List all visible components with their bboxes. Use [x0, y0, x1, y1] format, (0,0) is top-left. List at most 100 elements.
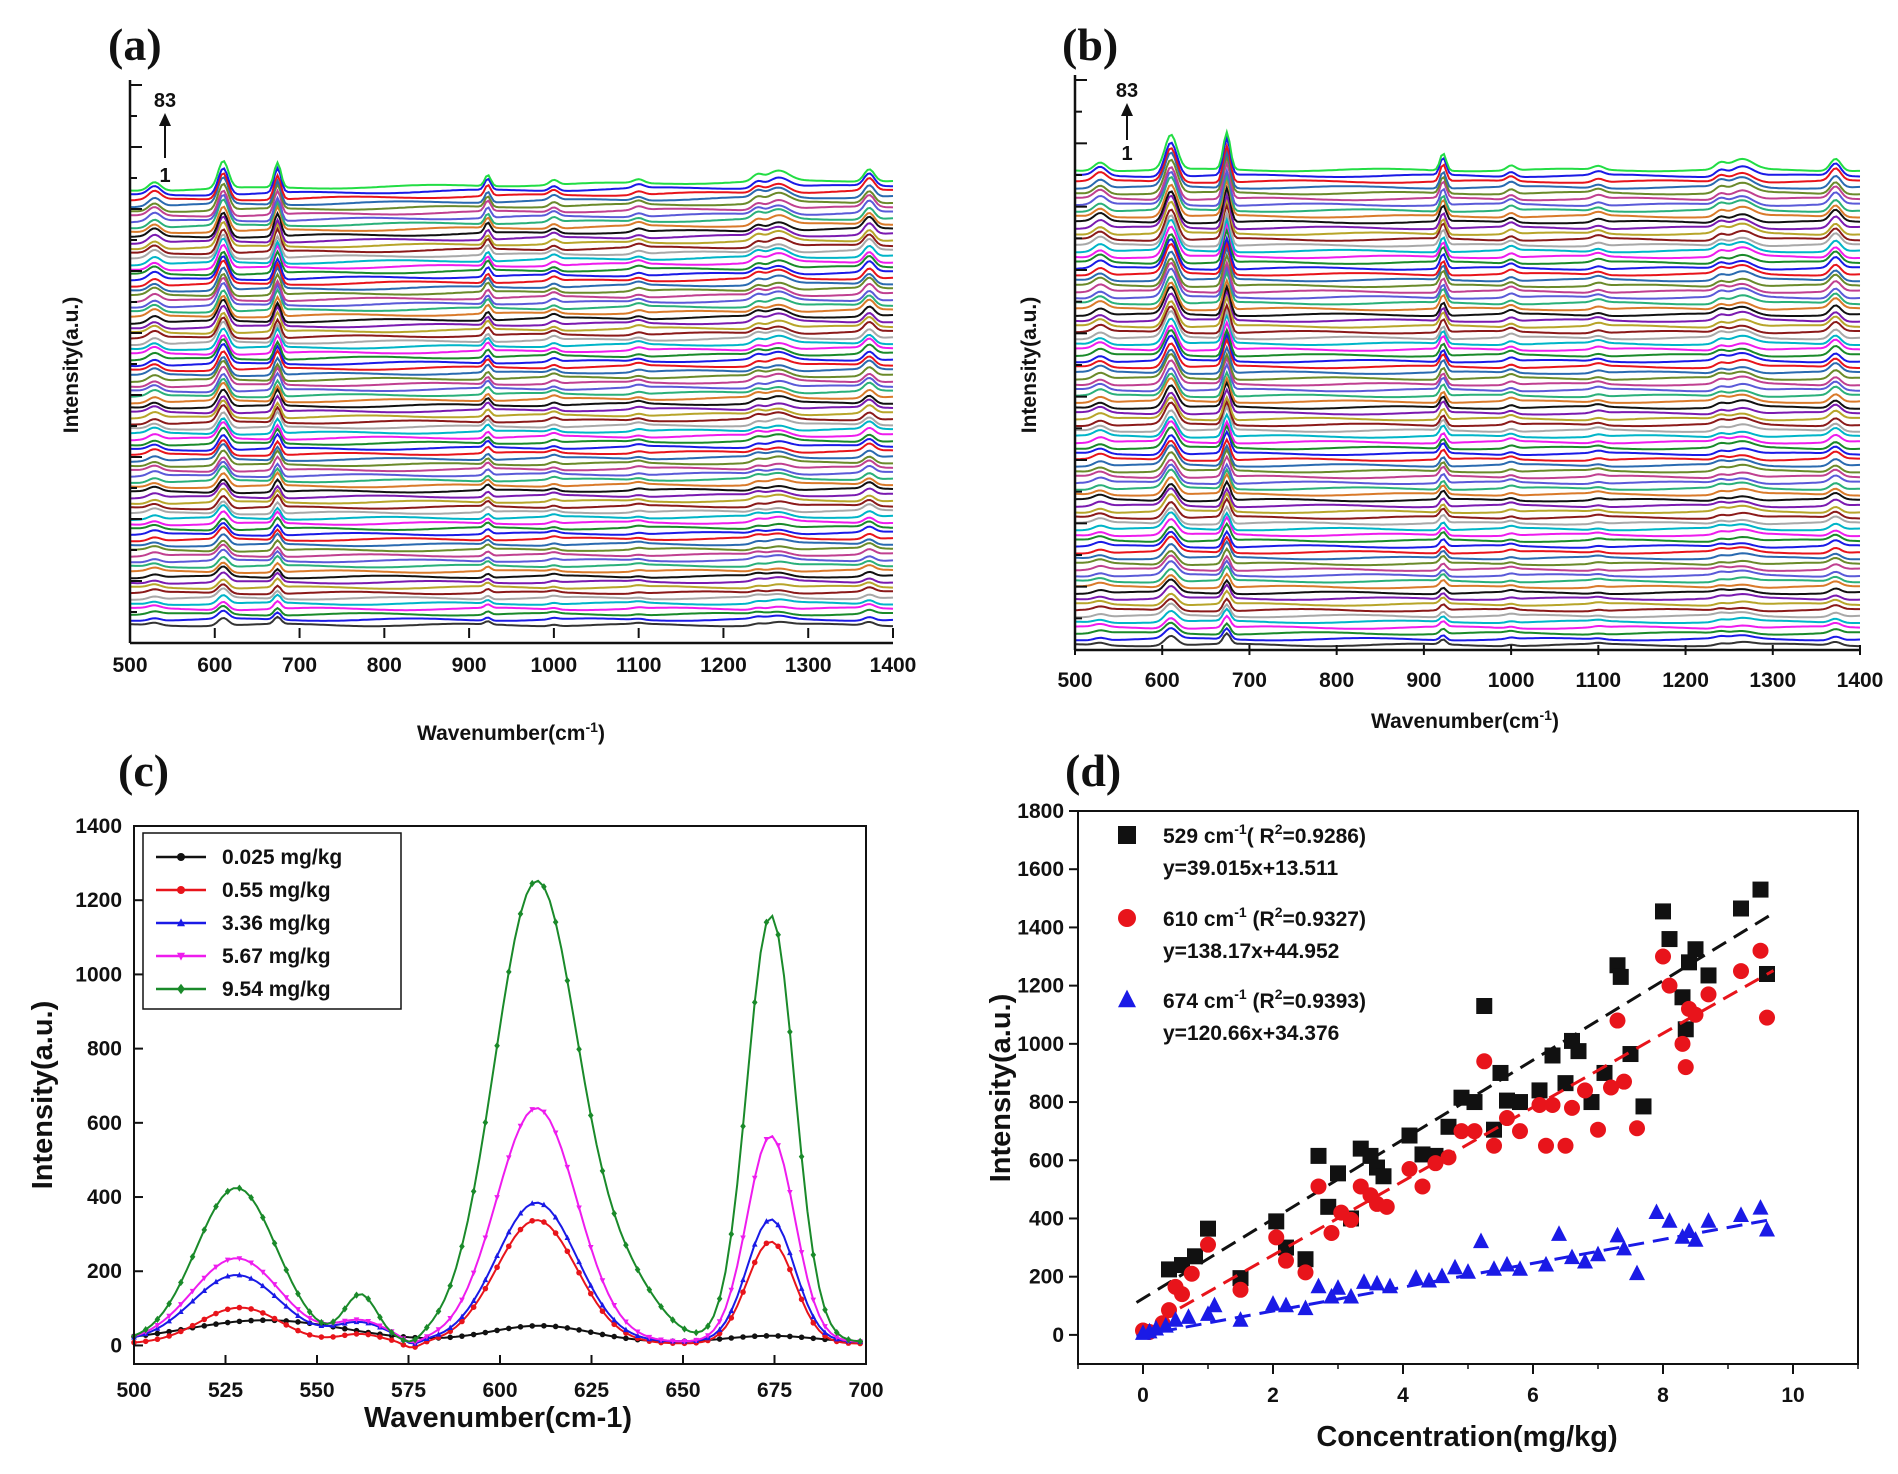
panel-d-legend-sup: -1: [1234, 986, 1247, 1002]
panel-c-series-point: [459, 1318, 465, 1325]
x-tick-label: 10: [1781, 1384, 1804, 1407]
panel-d-data-point: [1551, 1225, 1567, 1241]
panel-c-series-point: [482, 1329, 489, 1336]
panel-c-series-point: [751, 1175, 758, 1182]
panel-b-spectrum-line: [1074, 539, 1860, 561]
panel-b-spectrum-line: [1075, 375, 1861, 404]
panel-d-data-point: [1612, 968, 1629, 985]
panel-b-spectrum-line: [1074, 529, 1861, 549]
panel-d-data-point: [1590, 1121, 1606, 1138]
panel-a-spectrum-line: [130, 504, 894, 521]
panel-a-spectrum-line: [129, 460, 893, 478]
panel-a-spectrum-line: [130, 442, 894, 463]
panel-c-series-point: [740, 1122, 746, 1130]
panel-c-series-point: [822, 1306, 828, 1314]
panel-b-spectrum-line: [1075, 252, 1861, 289]
panel-b-spectrum-line: [1074, 631, 1860, 648]
panel-c-series-point: [751, 1333, 758, 1340]
panel-c-series-point: [681, 1338, 688, 1345]
x-tick-label: 800: [1319, 669, 1354, 692]
panel-d-data-point: [1687, 1231, 1704, 1247]
panel-c-series-point: [365, 1318, 372, 1325]
panel-b-spectrum-line: [1074, 412, 1861, 439]
panel-c-series-point: [295, 1290, 301, 1298]
panel-a-xlabel-sup: -1: [585, 719, 598, 735]
panel-c-series-point: [201, 1226, 208, 1234]
panel-c-series-point: [166, 1328, 172, 1335]
panel-c-series-point: [306, 1332, 313, 1338]
panel-d-data-point: [1531, 1082, 1548, 1099]
x-tick-label: 6: [1527, 1384, 1539, 1407]
panel-a-spectrum-line: [129, 432, 893, 452]
panel-c-series-point: [822, 1329, 828, 1335]
y-tick-label: 1800: [1017, 800, 1064, 823]
panel-c-series-point: [740, 1289, 746, 1295]
panel-d-data-point: [1460, 1263, 1476, 1279]
panel-b-spectrum-line: [1075, 361, 1861, 393]
panel-c-x-axis-title: Wavenumber(cm-1): [364, 1402, 632, 1434]
panel-d-data-point: [1330, 1165, 1346, 1182]
panel-d-data-point: [1453, 1089, 1470, 1106]
panel-a-spectrum-line: [129, 482, 894, 500]
panel-c-series-point: [470, 1297, 477, 1304]
panel-c-series-point: [178, 1328, 184, 1335]
panel-c-series-point: [857, 1337, 863, 1346]
panel-d-data-point: [1323, 1225, 1340, 1242]
panel-a-spectrum-line: [129, 439, 894, 457]
panel-c-series-point: [248, 1317, 254, 1324]
panel-b-spectrum-line: [1074, 152, 1861, 196]
y-tick-label: 200: [1029, 1266, 1064, 1289]
panel-c-series-point: [564, 1234, 571, 1241]
panel-a-spectrum-line: [130, 577, 894, 590]
panel-c-series-point: [517, 1226, 524, 1233]
panel-d-legend-r2: ( R: [1247, 825, 1275, 848]
panel-c-series-point: [611, 1209, 617, 1218]
panel-b-spectrum-line: [1074, 172, 1861, 213]
panel-c-series-point: [178, 1308, 184, 1315]
panel-c-letter: (c): [118, 745, 169, 796]
panel-d-data-point: [1232, 1270, 1249, 1287]
panel-d-data-point: [1700, 967, 1717, 984]
panel-d-legend-name: 674 cm: [1163, 990, 1234, 1013]
panel-d-data-point: [1278, 1239, 1294, 1256]
panel-b-x-axis-title: Wavenumber(cm-1): [1371, 707, 1559, 733]
panel-d-legend-r2-value: =0.9327): [1282, 908, 1366, 931]
panel-c-series-point: [494, 1252, 500, 1259]
panel-c-series-point: [787, 1266, 793, 1273]
panel-c-series-point: [775, 1221, 781, 1228]
panel-d-data-point: [1161, 1261, 1177, 1278]
panel-a-spectrum-line: [129, 304, 894, 330]
panel-c-series-point: [306, 1319, 313, 1325]
y-tick-label: 200: [87, 1260, 122, 1283]
panel-d-data-point: [1700, 1212, 1717, 1228]
panel-d-data-point: [1161, 1302, 1177, 1319]
panel-a-spectrum-line: [130, 381, 894, 405]
panel-a-spectrum-line: [129, 448, 893, 468]
panel-d-legend-r2-sup: 2: [1275, 986, 1283, 1002]
panel-d-plot-area: [1135, 881, 1775, 1340]
panel-d-x-axis-title: Concentration(mg/kg): [1316, 1421, 1617, 1453]
panel-a-spectrum-line: [129, 455, 894, 473]
x-tick-label: 1300: [1749, 669, 1796, 692]
panel-b-spectrum-line: [1074, 312, 1860, 346]
panel-c-series-point: [623, 1241, 629, 1249]
panel-b-spectrum-line: [1075, 602, 1861, 619]
panel-a-spectrum-line: [130, 599, 894, 612]
panel-c-series-point: [260, 1317, 266, 1324]
panel-c-series-point: [435, 1327, 442, 1333]
panel-d-data-point: [1499, 1110, 1515, 1127]
panel-c-series-point: [224, 1319, 231, 1326]
panel-d-data-point: [1265, 1295, 1281, 1311]
panel-d-data-point: [1375, 1168, 1392, 1185]
x-tick-label: 500: [116, 1379, 151, 1402]
x-tick-label: 900: [452, 654, 487, 677]
panel-d-data-point: [1681, 954, 1697, 971]
panel-c-series-point: [517, 1123, 524, 1130]
panel-d-data-point: [1492, 1064, 1509, 1081]
panel-c-series-point: [576, 1045, 582, 1053]
y-tick-label: 1200: [1017, 975, 1064, 998]
x-tick-label: 1100: [616, 654, 662, 677]
panel-c-series-point: [798, 1250, 805, 1256]
panel-c-series-point: [599, 1308, 606, 1315]
panel-c-series-point: [388, 1328, 395, 1337]
